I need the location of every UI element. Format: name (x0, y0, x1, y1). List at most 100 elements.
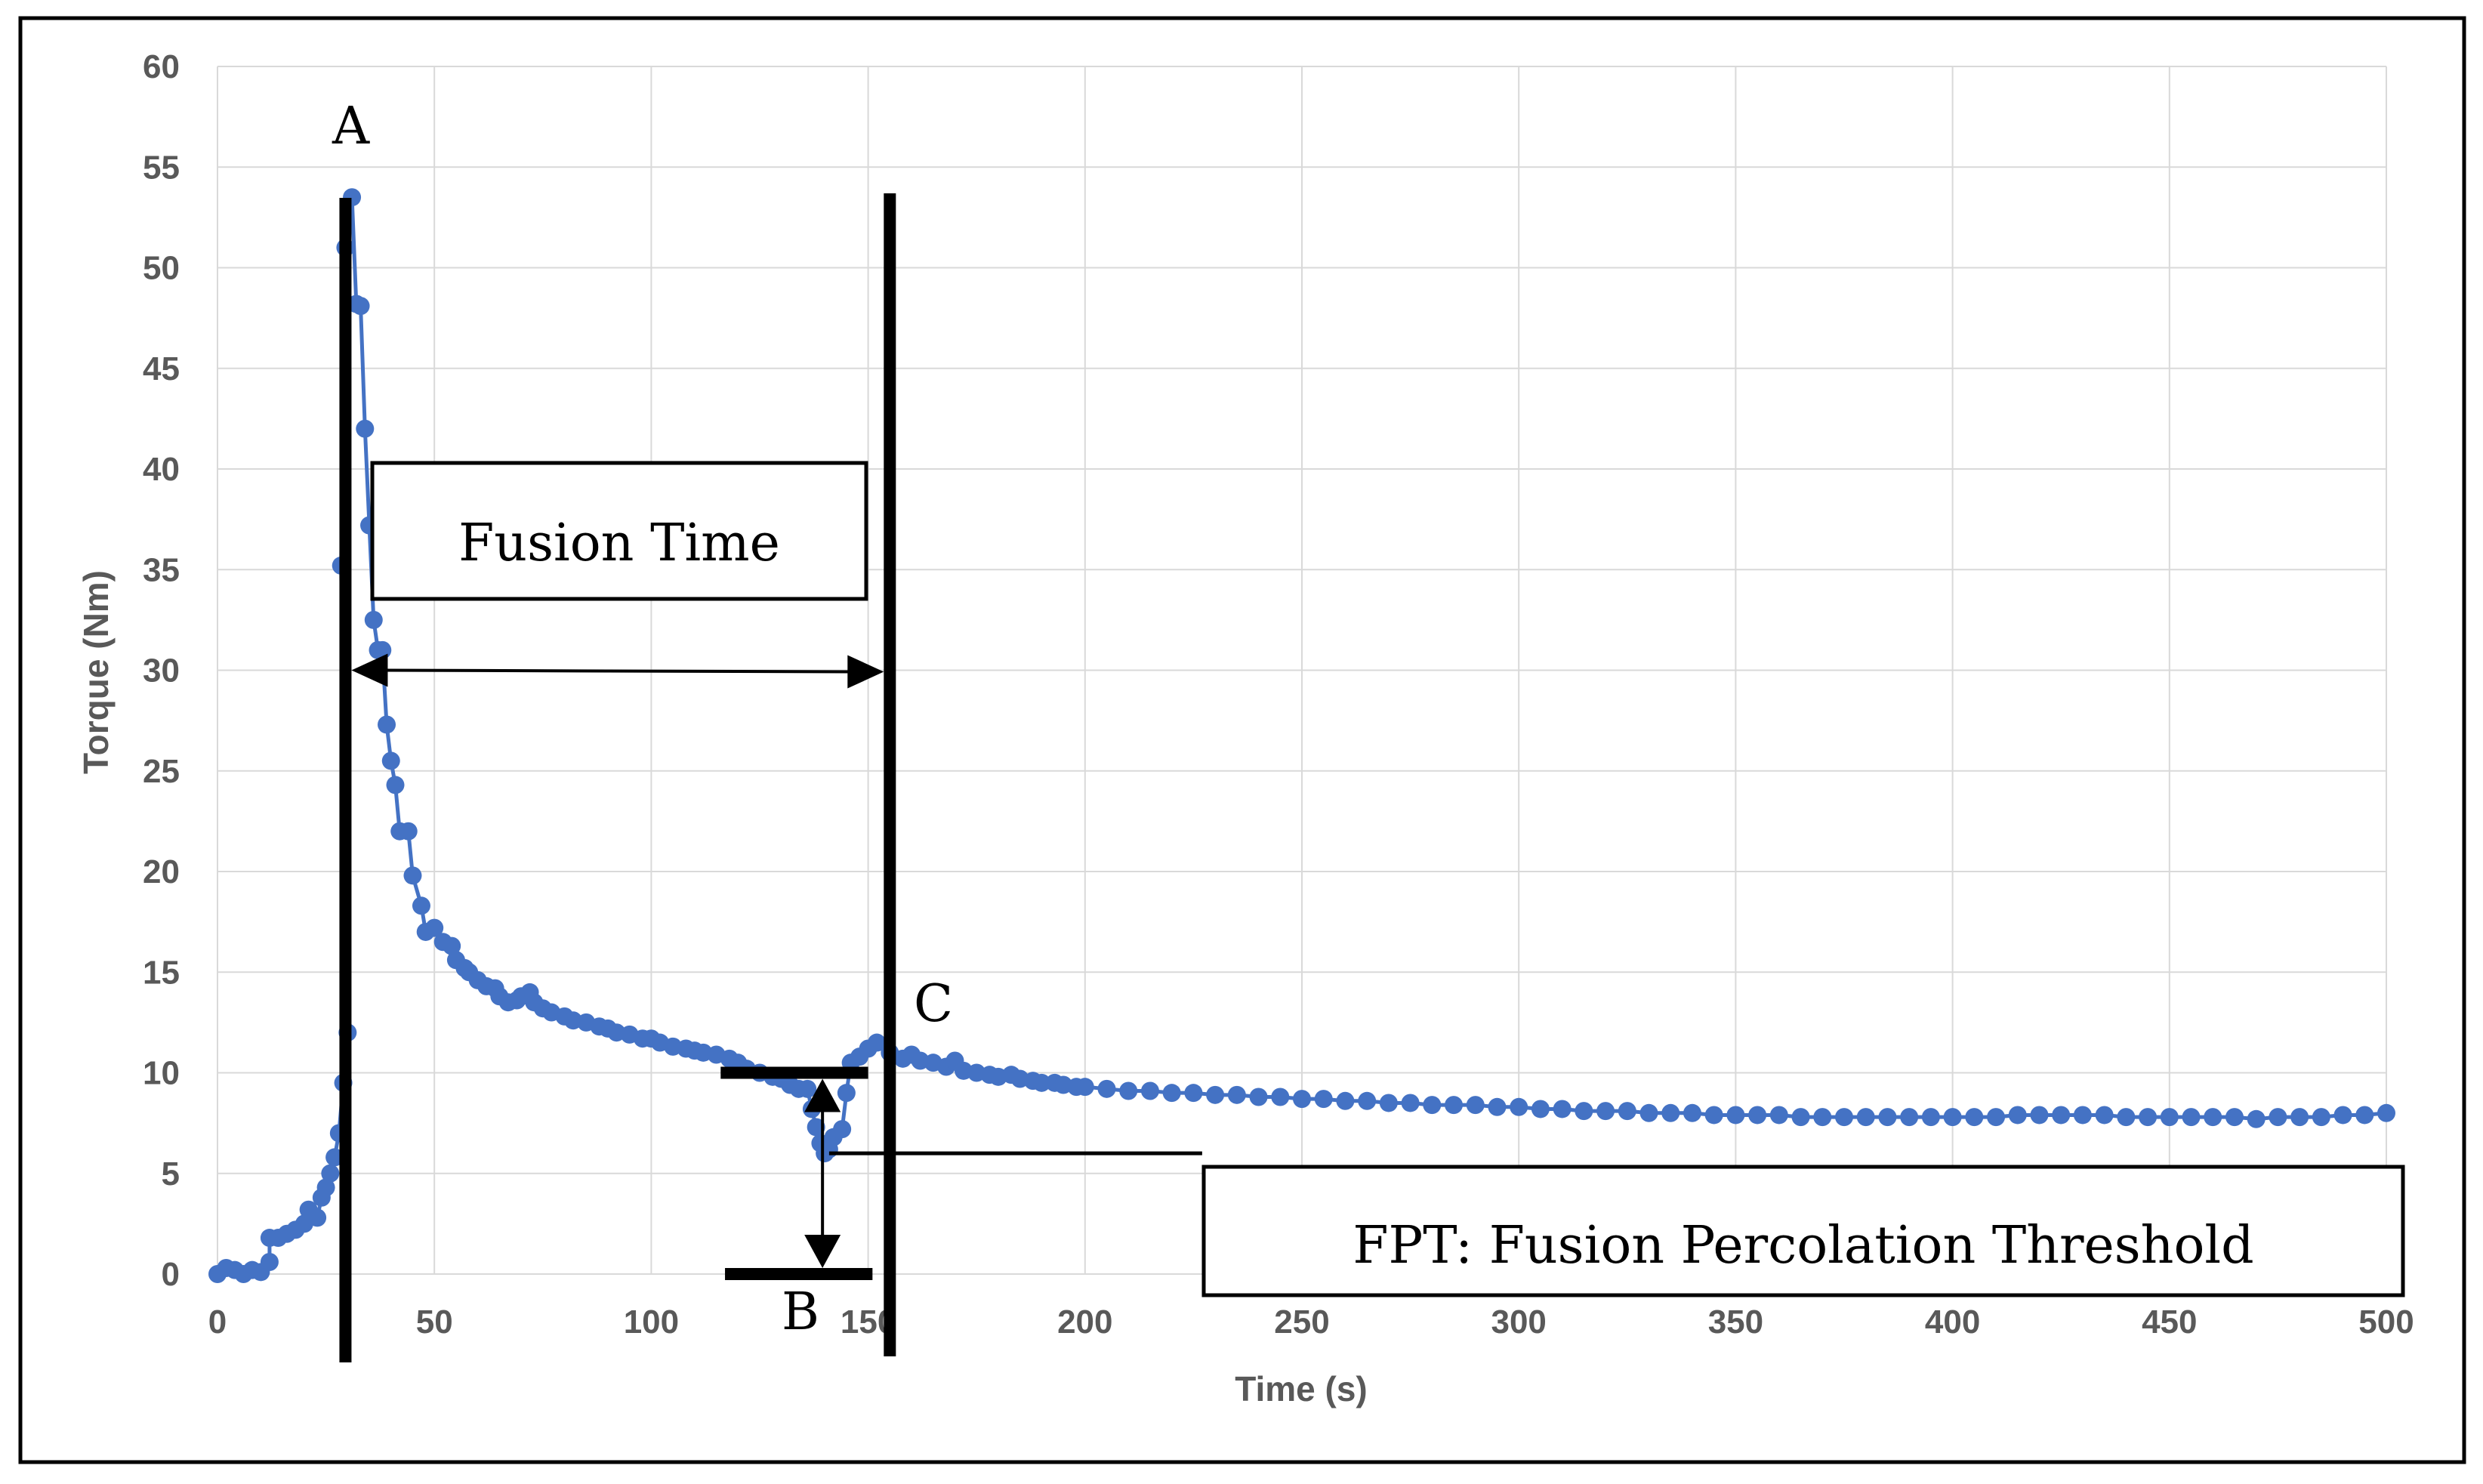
fusion-time-arrow (351, 653, 884, 689)
y-tick-label: 35 (143, 551, 180, 588)
data-point (399, 822, 418, 841)
data-point (807, 1118, 825, 1137)
data-point (1510, 1097, 1528, 1116)
data-point (1119, 1081, 1138, 1100)
data-point (1856, 1108, 1875, 1127)
data-point (378, 715, 396, 734)
data-point (1445, 1096, 1464, 1115)
data-point (2139, 1108, 2158, 1127)
label-c: C (914, 974, 953, 1034)
y-axis-title: Torque (Nm) (76, 570, 116, 774)
data-point (1921, 1108, 1940, 1127)
data-point (1075, 1078, 1094, 1097)
fusion-time-box (370, 461, 868, 601)
data-point (1379, 1094, 1398, 1112)
data-point (837, 1084, 856, 1103)
data-point (1726, 1106, 1745, 1125)
data-point (1227, 1085, 1246, 1104)
data-point (1032, 1073, 1051, 1092)
fusion-time-label: Fusion Time (458, 514, 780, 573)
data-point (1813, 1108, 1832, 1127)
data-point (386, 776, 405, 794)
data-point (1140, 1081, 1159, 1100)
fpt-box (1201, 1165, 2405, 1297)
data-point (1769, 1106, 1788, 1125)
y-tick-label: 50 (143, 250, 180, 287)
data-point (1965, 1108, 1984, 1127)
data-point (2117, 1108, 2136, 1127)
data-point (2377, 1103, 2395, 1122)
data-point (1488, 1097, 1507, 1116)
data-point (260, 1253, 279, 1272)
data-point (1791, 1108, 1810, 1127)
data-point (2333, 1106, 2352, 1125)
x-tick-label: 100 (624, 1304, 679, 1341)
horizontal-gridlines (217, 66, 2386, 1275)
data-point (425, 918, 444, 937)
x-tick-label: 250 (1274, 1304, 1329, 1341)
data-point (2290, 1108, 2309, 1127)
data-point (351, 297, 370, 316)
data-point (412, 896, 430, 915)
data-point (2073, 1106, 2092, 1125)
label-b: B (782, 1282, 819, 1342)
data-point (1639, 1103, 1658, 1122)
label-a: A (332, 97, 370, 156)
data-point (2095, 1106, 2114, 1125)
data-point (1466, 1096, 1485, 1115)
data-point (2182, 1108, 2201, 1127)
data-point (1748, 1106, 1767, 1125)
data-point (1271, 1088, 1290, 1106)
data-point (2030, 1106, 2049, 1125)
x-tick-labels: 0 50 100 150 200 250 300 350 400 450 500 (208, 1304, 2414, 1341)
data-point (1704, 1106, 1723, 1125)
data-point (1683, 1103, 1701, 1122)
x-tick-label: 500 (2358, 1304, 2414, 1341)
data-point (1987, 1108, 2006, 1127)
data-point (2160, 1108, 2179, 1127)
data-point (798, 1079, 817, 1098)
data-point (1835, 1108, 1853, 1127)
data-point (443, 936, 461, 955)
x-tick-label: 350 (1708, 1304, 1763, 1341)
data-point (308, 1208, 327, 1227)
data-point (2052, 1106, 2071, 1125)
data-point (1878, 1108, 1897, 1127)
fpt-indicator (720, 1066, 1202, 1280)
y-tick-label: 20 (143, 853, 180, 890)
data-point (1423, 1096, 1442, 1115)
data-point (364, 610, 383, 629)
data-point (1596, 1102, 1615, 1121)
data-point (316, 1178, 335, 1197)
y-tick-label: 45 (143, 350, 180, 387)
data-point (2247, 1109, 2266, 1128)
data-point (1575, 1102, 1593, 1121)
data-point (2269, 1108, 2287, 1127)
data-point (1184, 1084, 1203, 1103)
data-point (1249, 1088, 1268, 1106)
data-point (1293, 1090, 1311, 1109)
x-tick-label: 300 (1491, 1304, 1546, 1341)
y-tick-label: 0 (162, 1256, 180, 1293)
y-tick-label: 15 (143, 954, 180, 991)
data-point (2008, 1106, 2027, 1125)
data-point (2355, 1106, 2374, 1125)
data-point (356, 419, 375, 438)
data-point (2225, 1108, 2244, 1127)
data-point (1314, 1090, 1333, 1109)
y-tick-label: 5 (162, 1155, 180, 1192)
x-tick-label: 400 (1925, 1304, 1980, 1341)
data-point (1162, 1084, 1181, 1103)
fpt-label: FPT: Fusion Percolation Threshold (1353, 1216, 2253, 1276)
data-point (403, 866, 422, 885)
x-tick-label: 450 (2142, 1304, 2197, 1341)
data-point (1358, 1091, 1377, 1110)
data-point (1553, 1100, 1572, 1118)
data-point (1097, 1079, 1116, 1098)
data-point (868, 1033, 887, 1052)
y-tick-labels: 0 5 10 15 20 25 30 35 40 45 50 55 60 (143, 48, 180, 1293)
y-tick-label: 30 (143, 653, 180, 690)
data-point (381, 751, 400, 770)
y-tick-label: 25 (143, 753, 180, 790)
